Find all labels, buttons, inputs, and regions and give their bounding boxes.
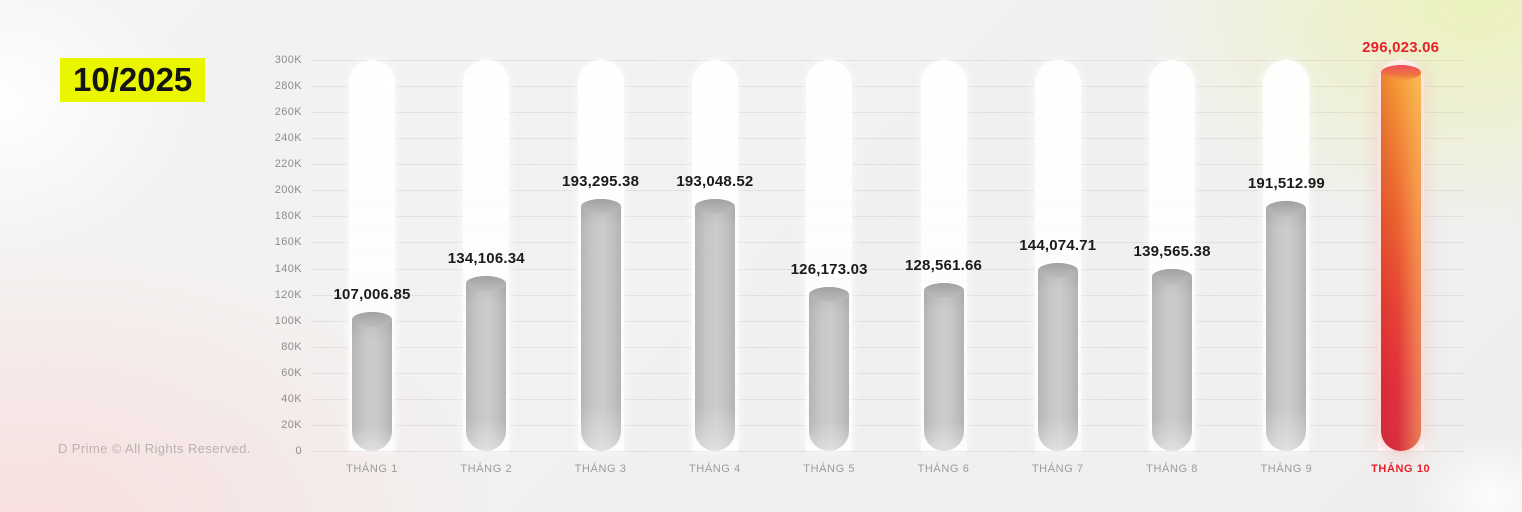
bar-tháng-5 (809, 286, 850, 451)
period-title-badge: 10/2025 (60, 58, 206, 102)
bar-value-label: 191,512.99 (1247, 175, 1325, 193)
x-axis-label: THÁNG 5 (803, 463, 856, 475)
bar-value-label: 139,565.38 (1133, 243, 1211, 261)
x-axis-label: THÁNG 2 (460, 463, 513, 475)
gridline (312, 60, 1464, 61)
x-axis-label: THÁNG 7 (1031, 463, 1084, 475)
bar-tháng-7 (1037, 263, 1078, 451)
y-axis-tick-label: 80K (281, 340, 302, 353)
x-axis-label: THÁNG 4 (688, 463, 741, 475)
bar-value-label: 193,295.38 (562, 173, 640, 191)
y-axis-tick-label: 40K (281, 392, 302, 405)
y-axis-tick-label: 140K (274, 262, 302, 275)
x-axis-label: THÁNG 9 (1260, 463, 1313, 475)
bar-value-label: 296,023.06 (1362, 39, 1440, 57)
bar-value-label: 128,561.66 (904, 257, 983, 275)
gridline (312, 268, 1464, 270)
bar-value-label: 134,106.34 (447, 250, 525, 268)
gridline (312, 424, 1464, 426)
plot-area: 300K 280K 260K 240K 220K 200K 180K 160K 140K 120K… (275, 39, 1468, 475)
y-axis-tick-label: 240K (274, 132, 302, 145)
gridline (312, 346, 1464, 348)
gridline (312, 294, 1464, 296)
y-axis-tick-label: 0 (295, 445, 302, 457)
y-axis-tick-label: 120K (274, 288, 302, 301)
gridline (312, 320, 1464, 322)
x-axis-label: THÁNG 6 (917, 463, 970, 475)
bar-tháng-6 (923, 283, 964, 451)
bar-tháng-10 (1380, 65, 1421, 451)
y-axis-tick-label: 160K (274, 236, 302, 249)
copyright-text: D Prime © All Rights Reserved. (58, 441, 251, 456)
y-axis-tick-label: 280K (274, 80, 302, 93)
gridline (312, 164, 1464, 166)
bar-tháng-2 (466, 276, 507, 451)
y-axis-tick-label: 20K (281, 418, 302, 431)
gridline (312, 86, 1464, 88)
bar-tháng-9 (1266, 201, 1307, 451)
gridline (312, 242, 1464, 244)
gridline (312, 216, 1464, 218)
bar-value-label: 193,048.52 (676, 173, 754, 191)
x-axis-label: THÁNG 8 (1146, 463, 1199, 475)
bar-tháng-3 (580, 199, 621, 451)
y-axis-tick-label: 300K (274, 54, 302, 66)
x-axis-label: THÁNG 3 (574, 463, 627, 475)
gridline (312, 398, 1464, 400)
bar-tháng-1 (352, 311, 392, 451)
y-axis-tick-label: 200K (274, 184, 302, 197)
gridline (312, 112, 1464, 114)
y-axis-tick-label: 220K (274, 158, 302, 171)
bar-tháng-4 (694, 199, 735, 451)
gridline (312, 372, 1464, 374)
bar-tháng-8 (1152, 269, 1193, 451)
y-axis-tick-label: 180K (274, 210, 302, 223)
y-axis-tick-label: 60K (281, 366, 302, 379)
x-axis-label: THÁNG 1 (346, 463, 398, 475)
bar-value-label: 144,074.71 (1019, 237, 1097, 255)
bar-value-label: 126,173.03 (790, 260, 868, 278)
y-axis-tick-label: 100K (274, 314, 302, 327)
gridline (312, 138, 1464, 140)
x-axis-label: THÁNG 10 (1371, 463, 1431, 475)
gridline (312, 190, 1464, 192)
bar-value-label: 107,006.85 (333, 285, 411, 303)
gridline (312, 451, 1464, 452)
y-axis-tick-label: 260K (274, 106, 302, 119)
